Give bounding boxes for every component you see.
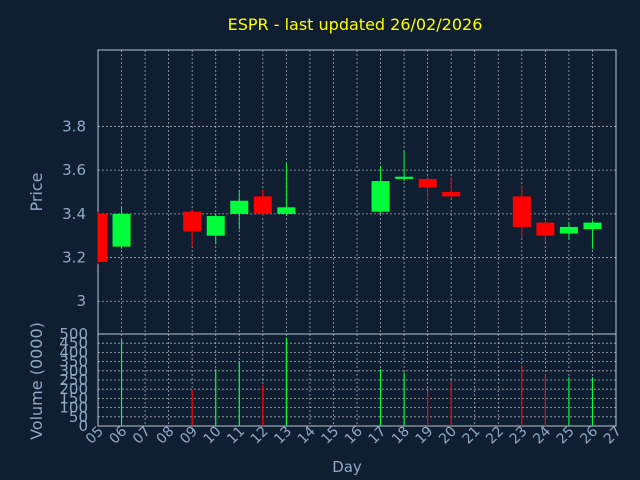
volume-tick-label: 0 — [78, 417, 88, 435]
candle-body — [183, 211, 202, 232]
x-tick-label: 17 — [365, 424, 389, 448]
candles — [97, 150, 602, 265]
candle-body — [583, 222, 602, 230]
candle-26 — [583, 220, 602, 249]
volume-bars — [120, 337, 594, 426]
x-tick-label: 10 — [201, 424, 225, 448]
x-tick-label: 23 — [507, 424, 531, 448]
x-tick-label: 19 — [413, 424, 437, 448]
x-tick-label: 15 — [318, 424, 342, 448]
x-tick-label: 06 — [106, 423, 130, 447]
x-tick-label: 12 — [248, 424, 272, 448]
x-tick-label: 07 — [130, 424, 154, 448]
chart-title: ESPR - last updated 26/02/2026 — [228, 15, 483, 34]
volume-tick-label: 150 — [59, 389, 88, 407]
x-tick-label: 18 — [389, 424, 413, 448]
price-tick-label: 3.6 — [62, 161, 86, 179]
candle-body — [277, 207, 296, 214]
x-tick-label: 24 — [530, 423, 554, 447]
x-tick-labels: 05 06 07 08 09 10 11 12 13 14 15 16 17 18 19 20 21 22 23 24… — [83, 423, 625, 447]
candle-20 — [442, 176, 461, 199]
candle-06 — [112, 207, 131, 249]
candle-19 — [418, 176, 437, 201]
x-tick-label: 14 — [295, 423, 319, 447]
volume-tick-label: 300 — [59, 362, 88, 380]
x-tick-label: 08 — [154, 424, 178, 448]
candle-body — [395, 176, 414, 179]
x-tick-label: 16 — [342, 423, 366, 447]
x-tick-label: 25 — [554, 424, 578, 448]
candle-body — [559, 226, 578, 234]
volume-tick-label: 200 — [59, 380, 88, 398]
volume-tick-label: 450 — [59, 334, 88, 352]
candle-body — [98, 213, 107, 262]
y-tick-labels: 3 3.2 3.4 3.6 3.8 050100150200250300350400450… — [59, 117, 88, 435]
x-tick-label: 20 — [436, 424, 460, 448]
x-axis-label: Day — [332, 458, 362, 476]
candle-body — [512, 196, 531, 227]
x-tick-label: 22 — [483, 424, 507, 448]
candle-10 — [206, 213, 225, 245]
candle-body — [371, 181, 390, 212]
volume-tick-label: 500 — [59, 325, 88, 343]
price-tick-label: 3.4 — [62, 205, 86, 223]
candle-11 — [230, 189, 249, 230]
candle-09 — [183, 209, 202, 247]
volume-tick-label: 100 — [59, 399, 88, 417]
volume-axis-label: Volume (0000) — [27, 322, 46, 440]
volume-tick-label: 350 — [59, 353, 88, 371]
candle-body — [536, 222, 555, 236]
candle-23 — [512, 185, 531, 238]
grid-lines — [97, 50, 617, 427]
x-tick-label: 11 — [224, 424, 248, 448]
x-tick-label: 27 — [601, 424, 625, 448]
candle-13 — [277, 163, 296, 217]
price-tick-label: 3.2 — [62, 249, 86, 267]
candle-body — [253, 196, 272, 214]
candle-body — [442, 192, 461, 197]
price-axis-label: Price — [27, 172, 46, 211]
volume-tick-label: 400 — [59, 343, 88, 361]
volume-tick-label: 250 — [59, 371, 88, 389]
candle-body — [112, 213, 131, 247]
candle-18 — [395, 150, 414, 182]
x-tick-label: 09 — [177, 424, 201, 448]
price-tick-label: 3 — [76, 292, 86, 310]
candle-25 — [559, 222, 578, 241]
candle-12 — [253, 189, 272, 217]
candle-body — [230, 200, 249, 214]
x-tick-label: 13 — [271, 424, 295, 448]
candle-body — [418, 178, 437, 188]
candle-body — [206, 216, 225, 236]
price-tick-label: 3.8 — [62, 117, 86, 135]
candle-17 — [371, 165, 390, 214]
x-tick-label: 26 — [577, 423, 601, 447]
candle-24 — [536, 220, 555, 243]
volume-tick-label: 50 — [69, 408, 88, 426]
x-tick-label: 21 — [460, 424, 484, 448]
candle-05 — [97, 211, 107, 265]
